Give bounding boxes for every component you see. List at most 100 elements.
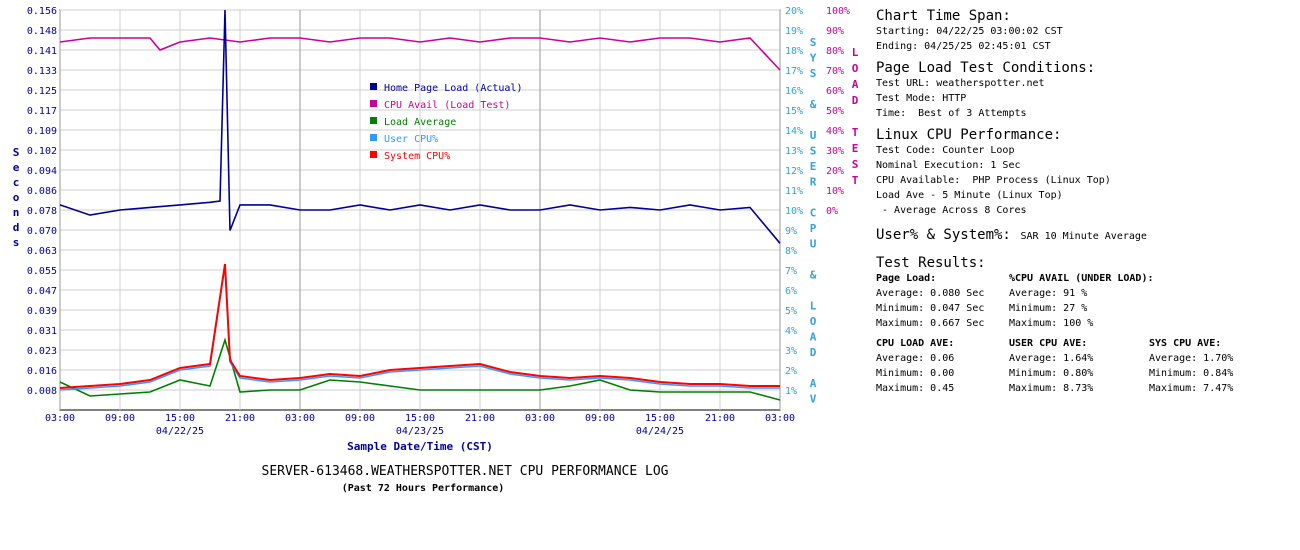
sys-cpu-minimum: Minimum: 0.84% [1149, 368, 1234, 379]
legend-label: System CPU% [384, 151, 450, 162]
series-line [59, 263, 780, 391]
y-right-inner-tick-label: 17% [785, 66, 803, 77]
y-axis-right-outer: 100% 90% 80% 70% 60% 50% 40% 30% 20% 10% 0% [826, 6, 850, 217]
results-bottom-row: CPU LOAD AVE: Average: 0.06 Minimum: 0.0… [876, 336, 1296, 396]
y-left-tick-label: 0.070 [27, 226, 57, 237]
y-axis-right-inner: 20% 19% 18% 17% 16% 15% 14% 13% 12% 11% 10% 9% 8% 7% 6… [785, 6, 803, 397]
sys-cpu-average: Average: 1.70% [1149, 353, 1234, 364]
x-tick-label: 21:00 [465, 413, 495, 424]
y-right-inner-tick-label: 14% [785, 126, 803, 137]
results-section: Test Results: Page Load: Average: 0.080 … [876, 255, 1296, 396]
x-tick-label: 15:00 [645, 413, 675, 424]
y-right-inner-tick-label: 20% [785, 6, 803, 17]
y-left-tick-label: 0.156 [27, 6, 57, 17]
info-panel: Chart Time Span: Starting: 04/22/25 03:0… [876, 8, 1296, 396]
cpu-load-stats: CPU LOAD AVE: Average: 0.06 Minimum: 0.0… [876, 336, 954, 396]
y-left-tick-label: 0.078 [27, 206, 57, 217]
y-right-outer-tick-label: 80% [826, 46, 844, 57]
y-right-outer-tick-label: 10% [826, 186, 844, 197]
x-tick-label: 09:00 [585, 413, 615, 424]
y-right-inner-tick-label: 2% [785, 366, 797, 377]
series-line [59, 37, 781, 71]
y-right-inner-tick-label: 12% [785, 166, 803, 177]
chart-title: SERVER-613468.WEATHERSPOTTER.NET CPU PER… [262, 464, 669, 479]
cpu-load-label: CPU LOAD AVE: [876, 338, 955, 349]
y-axis-left: 0.156 0.148 0.141 0.133 0.125 0.117 0.109 0.102… [27, 6, 57, 397]
y-right-inner-tick-label: 19% [785, 26, 803, 37]
usersys-note: SAR 10 Minute Average [1020, 231, 1147, 242]
y-right-outer-tick-label: 20% [826, 166, 844, 177]
cpu-load-minimum: Minimum: 0.00 [876, 368, 955, 379]
test-code: Test Code: Counter Loop [876, 145, 1015, 156]
y-left-tick-label: 0.094 [27, 166, 57, 177]
test-url: Test URL: weatherspotter.net [876, 78, 1045, 89]
legend-label: CPU Avail (Load Test) [384, 100, 510, 111]
sys-cpu-maximum: Maximum: 7.47% [1149, 383, 1234, 394]
y-right-inner-tick-label: 15% [785, 106, 803, 117]
time-span-start: Starting: 04/22/25 03:00:02 CST [876, 26, 1063, 37]
y-left-tick-label: 0.086 [27, 186, 57, 197]
page-load-average: Average: 0.080 Sec [876, 288, 985, 299]
legend-swatch [370, 134, 377, 141]
load-ave-note: - Average Across 8 Cores [876, 205, 1027, 216]
y-right-outer-tick-label: 30% [826, 146, 844, 157]
y-left-tick-label: 0.148 [27, 26, 57, 37]
x-tick-label: 21:00 [705, 413, 735, 424]
y-left-tick-label: 0.141 [27, 46, 57, 57]
x-tick-label: 09:00 [345, 413, 375, 424]
test-time: Time: Best of 3 Attempts [876, 108, 1027, 119]
y-right-inner-tick-label: 6% [785, 286, 797, 297]
x-tick-label: 21:00 [225, 413, 255, 424]
y-right-outer-tick-label: 100% [826, 6, 850, 17]
linux-section: Linux CPU Performance: Test Code: Counte… [876, 127, 1296, 218]
page-load-minimum: Minimum: 0.047 Sec [876, 303, 985, 314]
nominal-execution: Nominal Execution: 1 Sec [876, 160, 1021, 171]
user-cpu-stats: USER CPU AVE: Average: 1.64% Minimum: 0.… [1009, 336, 1093, 396]
legend-label: Load Average [384, 117, 456, 128]
conditions-heading: Page Load Test Conditions: [876, 60, 1096, 76]
legend-swatch [370, 117, 377, 124]
sys-cpu-label: SYS CPU AVE: [1149, 338, 1222, 349]
page-load-maximum: Maximum: 0.667 Sec [876, 318, 985, 329]
x-tick-label: 03:00 [765, 413, 795, 424]
y-right-inner-tick-label: 8% [785, 246, 797, 257]
y-right-inner-tick-label: 10% [785, 206, 803, 217]
y-right-inner-tick-label: 7% [785, 266, 797, 277]
time-span-heading: Chart Time Span: [876, 8, 1011, 24]
user-cpu-average: Average: 1.64% [1009, 353, 1094, 364]
time-span-end: Ending: 04/25/25 02:45:01 CST [876, 41, 1051, 52]
y-left-tick-label: 0.016 [27, 366, 57, 377]
cpu-performance-chart: 0.156 0.148 0.141 0.133 0.125 0.117 0.109 0.102… [13, 6, 859, 494]
y-left-tick-label: 0.047 [27, 286, 57, 297]
cpu-avail-minimum: Minimum: 27 % [1009, 303, 1088, 314]
legend: Home Page Load (Actual) CPU Avail (Load T… [370, 83, 522, 162]
linux-heading: Linux CPU Performance: [876, 127, 1062, 143]
legend-label: Home Page Load (Actual) [384, 83, 522, 94]
y-right-outer-tick-label: 40% [826, 126, 844, 137]
user-cpu-label: USER CPU AVE: [1009, 338, 1088, 349]
y-right-inner-tick-label: 5% [785, 306, 797, 317]
y-right-inner-tick-label: 11% [785, 186, 803, 197]
y-right-outer-tick-label: 0% [826, 206, 838, 217]
chart-subtitle: (Past 72 Hours Performance) [342, 483, 505, 494]
y-left-tick-label: 0.133 [27, 66, 57, 77]
usersys-heading: User% & System%: [876, 227, 1011, 243]
x-tick-label: 09:00 [105, 413, 135, 424]
cpu-avail-average: Average: 91 % [1009, 288, 1088, 299]
y-left-tick-label: 0.023 [27, 346, 57, 357]
cpu-available: CPU Available: PHP Process (Linux Top) [876, 175, 1111, 186]
legend-swatch [370, 151, 377, 158]
y-left-tick-label: 0.031 [27, 326, 57, 337]
user-cpu-maximum: Maximum: 8.73% [1009, 383, 1094, 394]
cpu-load-maximum: Maximum: 0.45 [876, 383, 955, 394]
time-span-section: Chart Time Span: Starting: 04/22/25 03:0… [876, 8, 1296, 54]
y-right-outer-tick-label: 70% [826, 66, 844, 77]
conditions-section: Page Load Test Conditions: Test URL: wea… [876, 60, 1296, 121]
x-axis: 03:00 09:00 15:00 21:00 03:00 09:00 15:00 21:00… [45, 413, 795, 437]
grid-lines [59, 9, 781, 410]
cpu-load-average: Average: 0.06 [876, 353, 955, 364]
y-left-tick-label: 0.109 [27, 126, 57, 137]
usersys-section: User% & System%: SAR 10 Minute Average [876, 224, 1296, 243]
